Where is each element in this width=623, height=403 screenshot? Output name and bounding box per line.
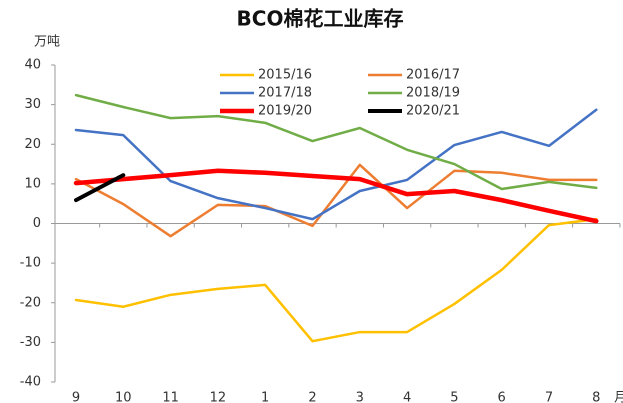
series-line <box>74 217 598 343</box>
legend-label: 2020/21 <box>406 104 460 119</box>
series-line <box>73 168 599 224</box>
x-tick-label: 1 <box>261 391 269 403</box>
legend-label: 2018/19 <box>406 86 460 101</box>
y-tick-label: 20 <box>24 137 41 152</box>
legend-label: 2019/20 <box>258 104 312 119</box>
y-tick-label: -10 <box>20 256 41 271</box>
series-line <box>74 173 126 203</box>
x-tick-label: 11 <box>162 391 179 403</box>
series-line <box>74 163 598 238</box>
x-tick-label: 9 <box>72 391 80 403</box>
x-tick-label: 5 <box>450 391 458 403</box>
y-tick-label: 0 <box>33 216 41 231</box>
x-tick-label: 7 <box>545 391 553 403</box>
x-tick-label: 10 <box>115 391 132 403</box>
y-tick-label: 10 <box>24 176 41 191</box>
y-axis-label: 万吨 <box>34 35 60 50</box>
y-tick-label: -40 <box>20 375 41 390</box>
series-line <box>74 93 598 191</box>
y-tick-label: -20 <box>20 295 41 310</box>
legend-label: 2015/16 <box>258 68 312 83</box>
x-tick-label: 8 <box>592 391 600 403</box>
legend-label: 2017/18 <box>258 86 312 101</box>
y-tick-label: 30 <box>24 97 41 112</box>
x-tick-label: 4 <box>403 391 411 403</box>
x-tick-label: 6 <box>498 391 506 403</box>
x-tick-label: 3 <box>356 391 364 403</box>
x-tick-label: 12 <box>210 391 227 403</box>
x-axis-label: 月 <box>614 391 623 403</box>
chart-title: BCO棉花工业库存 <box>237 7 404 31</box>
y-tick-label: -30 <box>20 335 41 350</box>
series-line <box>74 108 598 221</box>
x-tick-label: 2 <box>308 391 316 403</box>
legend-label: 2016/17 <box>406 68 460 83</box>
y-tick-label: 40 <box>24 58 41 73</box>
